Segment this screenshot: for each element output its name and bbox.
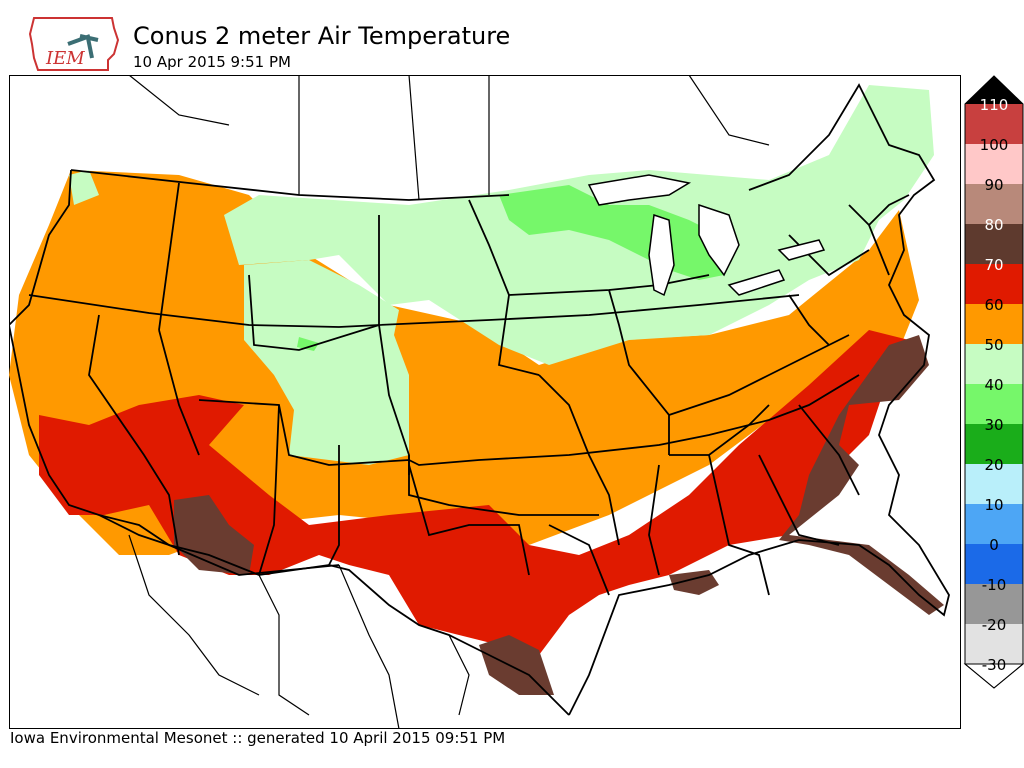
colorbar-swatch xyxy=(965,104,1023,144)
colorbar-label: 110 xyxy=(980,96,1009,114)
colorbar-label: 20 xyxy=(984,456,1003,474)
lake-huron xyxy=(698,203,740,277)
colorbar-label: -20 xyxy=(982,616,1007,634)
lake-michigan xyxy=(648,213,675,297)
windmill-icon xyxy=(67,34,99,59)
colorbar-swatch xyxy=(965,624,1023,664)
zone-very-warm-southeast xyxy=(779,335,944,615)
colorbar-label: -30 xyxy=(982,656,1007,674)
zone-cool-northwest xyxy=(69,170,99,205)
colorbar-label: 80 xyxy=(984,216,1003,234)
colorbar-label: 40 xyxy=(984,376,1003,394)
footer-credit: Iowa Environmental Mesonet :: generated … xyxy=(10,729,506,747)
border-mexico xyxy=(98,514,340,576)
map-subtitle: 10 Apr 2015 9:51 PM xyxy=(133,53,291,71)
colorbar-outline xyxy=(964,75,1024,689)
iowa-outline-icon xyxy=(28,17,120,71)
colorbar-swatch xyxy=(965,144,1023,184)
logo-text: IEM xyxy=(45,48,85,69)
colorbar-swatch xyxy=(965,264,1023,304)
lake-erie xyxy=(727,269,786,296)
zone-cooler-spot xyxy=(297,337,319,351)
colorbar-swatch xyxy=(965,424,1023,464)
neighbor-boundaries xyxy=(128,75,770,729)
colorbar-label: 100 xyxy=(980,136,1009,154)
colorbar-swatch xyxy=(965,464,1023,504)
colorbar-swatch xyxy=(965,544,1023,584)
colorbar-swatch xyxy=(965,184,1023,224)
colorbar-swatch xyxy=(965,304,1023,344)
map-title: Conus 2 meter Air Temperature xyxy=(133,22,511,50)
colorbar-label: 70 xyxy=(984,256,1003,274)
colorbar-swatch xyxy=(965,344,1023,384)
colorbar-top-arrow xyxy=(965,76,1023,104)
colorbar-label: 30 xyxy=(984,416,1003,434)
zone-cool-plains xyxy=(244,260,409,465)
zone-mild xyxy=(9,170,919,555)
colorbar-label: 60 xyxy=(984,296,1003,314)
colorbar-label: 50 xyxy=(984,336,1003,354)
colorbar-label: 90 xyxy=(984,176,1003,194)
lake-superior xyxy=(587,174,692,206)
colorbar-swatch xyxy=(965,224,1023,264)
colorbar-swatch xyxy=(965,584,1023,624)
colorbar-label: -10 xyxy=(982,576,1007,594)
colorbar-swatch xyxy=(965,504,1023,544)
lake-ontario xyxy=(777,239,826,261)
temperature-map xyxy=(9,75,961,729)
colorbar-label: 10 xyxy=(984,496,1003,514)
colorbar-swatch xyxy=(965,384,1023,424)
iem-logo: IEM xyxy=(28,17,120,71)
colorbar-label: 0 xyxy=(989,536,999,554)
great-lakes xyxy=(587,174,826,297)
